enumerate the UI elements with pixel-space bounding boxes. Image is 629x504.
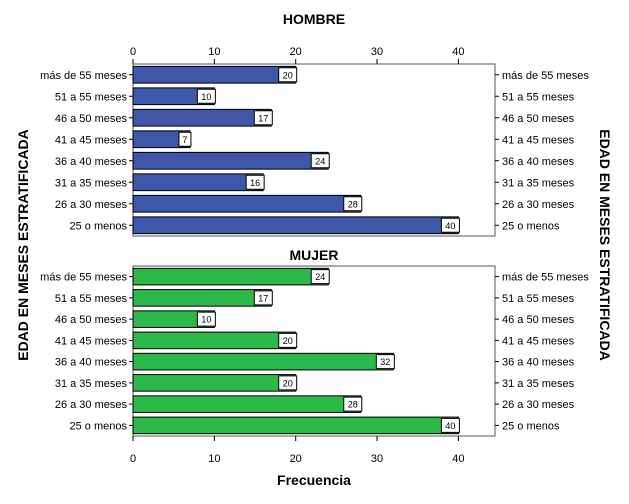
category-label-right: 41 a 45 meses [502,335,575,347]
data-label: 24 [315,156,325,166]
category-label-right: 36 a 40 meses [502,357,575,369]
data-label-box [440,217,460,233]
category-label-right: 51 a 55 meses [502,91,575,103]
category-label-right: 31 a 35 meses [502,177,575,189]
data-label: 20 [283,70,293,80]
x-tick-label: 10 [208,453,220,465]
data-label: 16 [250,178,260,188]
data-label-box [278,332,298,348]
data-label: 17 [258,113,268,123]
category-label-left: 36 a 40 meses [55,357,128,369]
data-label: 28 [348,400,358,410]
data-label: 10 [201,315,211,325]
bar [132,108,272,127]
category-label-right: 26 a 30 meses [502,199,575,211]
panel-title: HOMBRE [283,11,345,27]
data-label-box [440,417,460,433]
data-label: 20 [283,336,293,346]
data-label: 40 [445,421,455,431]
x-tick-label: 30 [371,46,383,58]
category-label-right: 46 a 50 meses [502,314,575,326]
data-label: 7 [182,135,187,145]
bar [132,289,272,307]
panel-1: HOMBRE 0 10 20 30 40 más de 55 meses más de 55 … [40,11,589,237]
y-axis-label-right: EDAD EN MESES ESTRATIFICADA [597,129,613,361]
category-label-right: 25 o menos [502,420,560,432]
x-axis-label: Frecuencia [277,472,351,488]
data-label-box [278,67,298,83]
category-label-left: 51 a 55 meses [55,91,128,103]
category-label-left: más de 55 meses [40,272,127,284]
bar [132,151,329,170]
data-label-box [278,375,298,391]
category-label-left: 36 a 40 meses [55,156,128,168]
x-tick-label: 20 [290,46,302,58]
data-label: 40 [445,221,455,231]
data-label-box [253,110,273,126]
y-axis-label-left: EDAD EN MESES ESTRATIFICADA [15,129,31,361]
bar [132,267,329,286]
data-label: 10 [201,92,211,102]
x-tick-label: 40 [452,46,464,58]
category-label-left: 25 o menos [70,420,128,432]
category-label-right: 26 a 30 meses [502,399,575,411]
category-label-right: 51 a 55 meses [502,293,575,305]
category-label-right: 31 a 35 meses [502,378,575,390]
data-label: 32 [380,357,390,367]
panel-title: MUJER [289,247,338,263]
category-label-left: 26 a 30 meses [55,199,128,211]
category-label-left: 31 a 35 meses [55,177,128,189]
x-tick-label: 20 [290,453,302,465]
category-label-left: 31 a 35 meses [55,378,128,390]
bar [132,374,297,392]
x-tick-label: 0 [130,453,136,465]
data-label-box [375,354,395,370]
x-tick-label: 10 [208,46,220,58]
bar [132,352,394,371]
category-label-left: más de 55 meses [40,70,127,82]
data-label-box [178,131,192,147]
x-tick-label: 40 [452,453,464,465]
bar [132,395,362,413]
data-label-box [310,153,330,169]
category-label-right: 36 a 40 meses [502,156,575,168]
data-label: 20 [283,378,293,388]
bar [132,173,264,192]
category-label-left: 26 a 30 meses [55,399,128,411]
data-label-box [196,88,216,104]
data-label-box [245,174,265,190]
data-label-box [196,311,216,327]
category-label-left: 51 a 55 meses [55,293,128,305]
data-label: 24 [315,272,325,282]
bar [132,65,297,84]
bar [132,416,459,435]
category-label-left: 46 a 50 meses [55,314,128,326]
data-label-box [310,269,330,285]
bar [132,331,297,350]
x-tick-label: 30 [371,453,383,465]
category-label-right: 41 a 45 meses [502,134,575,146]
data-label-box [343,196,363,212]
panel-2: MUJER 0 10 20 30 40 más de 55 meses más de 55 m… [40,247,589,465]
data-label: 28 [348,199,358,209]
bar [132,194,362,213]
category-label-right: 46 a 50 meses [502,113,575,125]
category-label-right: más de 55 meses [502,272,589,284]
data-label-box [343,396,363,412]
category-label-right: 25 o menos [502,220,560,232]
category-label-left: 25 o menos [70,220,128,232]
bar [132,216,459,235]
category-label-left: 41 a 45 meses [55,134,128,146]
data-label-box [253,290,273,306]
category-label-right: más de 55 meses [502,70,589,82]
category-label-left: 46 a 50 meses [55,113,128,125]
category-label-left: 41 a 45 meses [55,335,128,347]
x-tick-label: 0 [130,46,136,58]
data-label: 17 [258,293,268,303]
